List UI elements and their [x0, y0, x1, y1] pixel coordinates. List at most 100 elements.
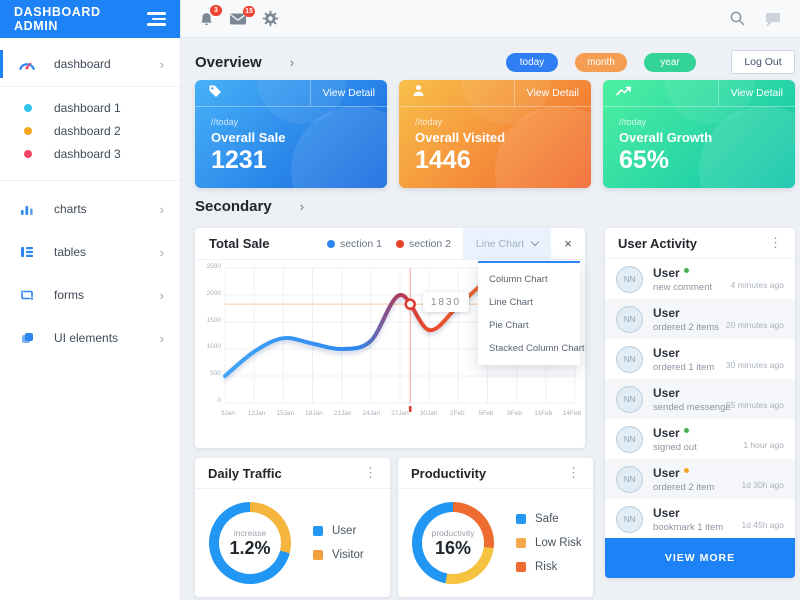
- activity-time: 1d 30h ago: [741, 480, 784, 490]
- notifications-bell-icon[interactable]: 3: [199, 4, 222, 27]
- user-icon: [412, 84, 425, 102]
- view-detail-link[interactable]: View Detail: [717, 80, 795, 106]
- daily-traffic-body: increase 1.2% User Visitor: [195, 489, 390, 584]
- overview-title: Overview: [195, 53, 262, 71]
- sidebar-item-dashboard-2[interactable]: dashboard 2: [0, 119, 180, 142]
- user-name: User: [653, 305, 680, 320]
- sidebar-nav: dashboard › dashboard 1 dashboard 2 dash…: [0, 38, 180, 355]
- filter-month-button[interactable]: month: [575, 52, 627, 72]
- main-content: Overview › today month year Log Out View…: [181, 38, 800, 600]
- orange-dot-icon: [24, 126, 32, 135]
- avatar: NN: [616, 505, 643, 533]
- messages-badge: 15: [243, 5, 255, 17]
- sidebar-item-charts[interactable]: charts ›: [0, 192, 180, 226]
- productivity-donut: productivity 16%: [412, 502, 494, 584]
- card-body: //today Overall Sale 1231: [195, 107, 387, 175]
- red-dot-icon: [395, 239, 404, 248]
- activity-list-item[interactable]: NN User sended messenge 55 minutes ago: [605, 379, 795, 419]
- chart-legend: section 1 section 2: [326, 238, 451, 250]
- x-tick: 11Feb: [534, 410, 553, 417]
- daily-traffic-legend: User Visitor: [313, 525, 364, 561]
- view-detail-link[interactable]: View Detail: [513, 80, 591, 106]
- status-dot: [683, 268, 689, 273]
- daily-traffic-donut: increase 1.2%: [209, 502, 291, 584]
- sidebar-header: DASHBOARD ADMIN: [0, 0, 180, 38]
- chevron-right-icon: ›: [159, 244, 164, 260]
- card-header: View Detail: [399, 80, 591, 107]
- user-name: User: [653, 505, 680, 520]
- kebab-menu-icon[interactable]: ⋮: [769, 235, 782, 250]
- cyan-dot-icon: [24, 103, 32, 112]
- app-title: DASHBOARD ADMIN: [14, 5, 101, 33]
- avatar: NN: [616, 265, 643, 293]
- activity-action: ordered 2 items: [653, 321, 720, 333]
- menu-toggle-icon[interactable]: [147, 9, 166, 29]
- view-detail-link[interactable]: View Detail: [309, 80, 387, 106]
- activity-list-item[interactable]: NN User bookmark 1 item 1d 45h ago: [605, 499, 795, 539]
- activity-list-item[interactable]: NN User signed out 1 hour ago: [605, 419, 795, 459]
- activity-list-item[interactable]: NN User ordered 1 item 30 minutes ago: [605, 339, 795, 379]
- dropdown-option-column-chart[interactable]: Column Chart: [489, 274, 548, 285]
- sidebar-item-dashboard-3[interactable]: dashboard 3: [0, 142, 180, 165]
- status-dot: [683, 468, 689, 473]
- activity-action: ordered 1 item: [653, 361, 715, 373]
- x-tick: 18Jan: [305, 410, 323, 417]
- time-filter-group: today month year Log Out: [506, 50, 795, 74]
- sidebar-item-label: charts: [54, 202, 87, 216]
- card-label: Overall Visited: [415, 130, 506, 145]
- avatar: NN: [616, 385, 643, 413]
- view-more-button[interactable]: VIEW MORE: [605, 538, 795, 578]
- kebab-menu-icon[interactable]: ⋮: [364, 465, 377, 480]
- logout-button[interactable]: Log Out: [731, 50, 795, 74]
- activity-list-item[interactable]: NN User ordered 2 items 20 minutes ago: [605, 299, 795, 339]
- divider: [0, 86, 180, 87]
- user-name: User: [653, 385, 680, 400]
- chat-icon[interactable]: [764, 11, 782, 27]
- overall-growth-card: View Detail //today Overall Growth 65%: [603, 80, 795, 188]
- kebab-menu-icon[interactable]: ⋮: [567, 465, 580, 480]
- card-label: Overall Sale: [211, 130, 286, 145]
- bar-chart-icon: [18, 203, 36, 215]
- filter-today-button[interactable]: today: [506, 52, 558, 72]
- avatar: NN: [616, 345, 643, 373]
- sidebar-item-tables[interactable]: tables ›: [0, 235, 180, 269]
- table-icon: [18, 246, 36, 258]
- sidebar-item-ui-elements[interactable]: UI elements ›: [0, 321, 180, 355]
- topbar-left-icons: 3 15: [181, 4, 279, 27]
- card-value: 65%: [619, 146, 670, 174]
- sidebar-item-dashboard[interactable]: dashboard ›: [0, 47, 180, 81]
- activity-action: bookmark 1 item: [653, 521, 724, 533]
- user-activity-header: User Activity ⋮: [605, 228, 795, 259]
- chevron-right-icon: ›: [159, 330, 164, 346]
- secondary-title: Secondary: [195, 198, 272, 215]
- settings-gear-icon[interactable]: [262, 10, 279, 27]
- card-period: //today: [619, 117, 647, 127]
- status-dot: [683, 428, 689, 433]
- sidebar-item-dashboard-1[interactable]: dashboard 1: [0, 96, 180, 119]
- activity-list-item[interactable]: NN User ordered 2 item 1d 30h ago: [605, 459, 795, 499]
- user-activity-title: User Activity: [618, 235, 697, 251]
- productivity-panel: Productivity ⋮ productivity 16% Safe Low…: [398, 458, 593, 597]
- x-tick: 14Feb: [562, 410, 582, 417]
- divider: [0, 180, 180, 181]
- blue-swatch-icon: [313, 526, 323, 536]
- chevron-down-icon: [530, 237, 540, 247]
- close-icon[interactable]: ×: [564, 236, 572, 251]
- chart-type-dropdown: Column Chart Line Chart Pie Chart Stacke…: [478, 261, 585, 365]
- sidebar-item-forms[interactable]: forms ›: [0, 278, 180, 312]
- user-activity-panel: User Activity ⋮ NN User new comment 4 min…: [605, 228, 795, 578]
- activity-list-item[interactable]: NN User new comment 4 minutes ago: [605, 259, 795, 299]
- messages-mail-icon[interactable]: 15: [229, 5, 255, 26]
- overview-cards-row: View Detail //today Overall Sale 1231 Vi…: [195, 80, 795, 188]
- filter-year-button[interactable]: year: [644, 52, 696, 72]
- legend-section-2: section 2: [395, 238, 451, 250]
- sidebar-item-label: dashboard 1: [54, 100, 121, 115]
- activity-time: 20 minutes ago: [725, 320, 784, 330]
- search-icon[interactable]: [729, 10, 746, 27]
- dropdown-option-line-chart[interactable]: Line Chart: [489, 297, 533, 308]
- notification-badge: 3: [210, 4, 222, 16]
- dropdown-option-stacked-column-chart[interactable]: Stacked Column Chart: [489, 343, 585, 354]
- chart-type-select[interactable]: Line Chart: [463, 227, 551, 260]
- dropdown-option-pie-chart[interactable]: Pie Chart: [489, 320, 529, 331]
